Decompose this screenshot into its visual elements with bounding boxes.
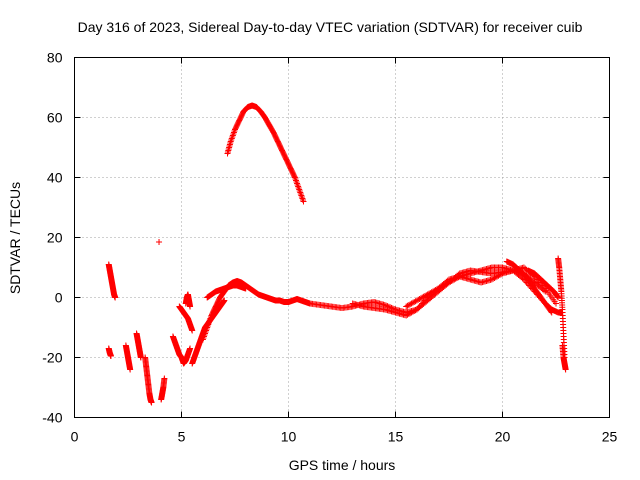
y-tick-label: 80 (47, 50, 63, 66)
y-tick-label: 20 (47, 230, 63, 246)
series-arc13 (204, 282, 249, 301)
data-point (242, 285, 249, 292)
y-tick-label: 60 (47, 110, 63, 126)
data-point (156, 239, 163, 245)
x-tick-label: 10 (281, 429, 297, 445)
series-arc6 (156, 239, 163, 245)
x-tick-label: 5 (178, 429, 186, 445)
y-tick-label: 0 (55, 290, 63, 306)
series-arc14 (224, 102, 307, 205)
series-arc5 (142, 354, 155, 406)
series-arc9 (176, 303, 196, 334)
series-arc12 (199, 278, 313, 343)
data-point (291, 173, 298, 180)
data-point (112, 294, 119, 301)
series-arc7 (158, 375, 168, 403)
series-arc2 (105, 345, 114, 359)
series-arc1 (105, 261, 119, 301)
y-axis-label: SDTVAR / TECUs (7, 182, 23, 294)
data-point (562, 366, 569, 373)
data-point (300, 198, 307, 205)
y-tick-label: 40 (47, 170, 63, 186)
series-arc10 (182, 291, 194, 310)
data-point (221, 297, 228, 304)
series-arc21 (559, 342, 569, 373)
x-tick-label: 25 (602, 429, 618, 445)
series-arc4 (133, 330, 144, 361)
y-tick-label: -40 (42, 410, 62, 426)
series-arc3 (122, 342, 134, 373)
data-point (189, 327, 196, 334)
tick-layer: 0 5 10 15 20 25 -40 -20 0 20 40 60 80 (42, 50, 617, 445)
data-point (107, 353, 114, 359)
data-point (555, 294, 562, 301)
grid-layer (74, 57, 610, 418)
data-point (148, 399, 155, 406)
series-arc18 (503, 258, 566, 316)
data-point (187, 345, 194, 352)
series-arc8 (169, 333, 194, 367)
x-tick-label: 20 (495, 429, 511, 445)
chart-title: Day 316 of 2023, Sidereal Day-to-day VTE… (78, 19, 583, 35)
series-arc20 (555, 255, 568, 361)
data-point (455, 274, 462, 281)
points-layer (105, 102, 569, 406)
data-point (127, 366, 134, 373)
series-arc16 (349, 264, 559, 319)
x-axis-label: GPS time / hours (289, 457, 396, 473)
data-point (187, 303, 194, 310)
data-point (554, 293, 561, 300)
x-tick-label: 15 (388, 429, 404, 445)
data-point (161, 375, 168, 382)
data-point (498, 271, 505, 278)
series-arc19 (525, 267, 562, 301)
x-tick-label: 0 (71, 429, 79, 445)
y-tick-label: -20 (42, 350, 62, 366)
data-point (553, 300, 559, 307)
